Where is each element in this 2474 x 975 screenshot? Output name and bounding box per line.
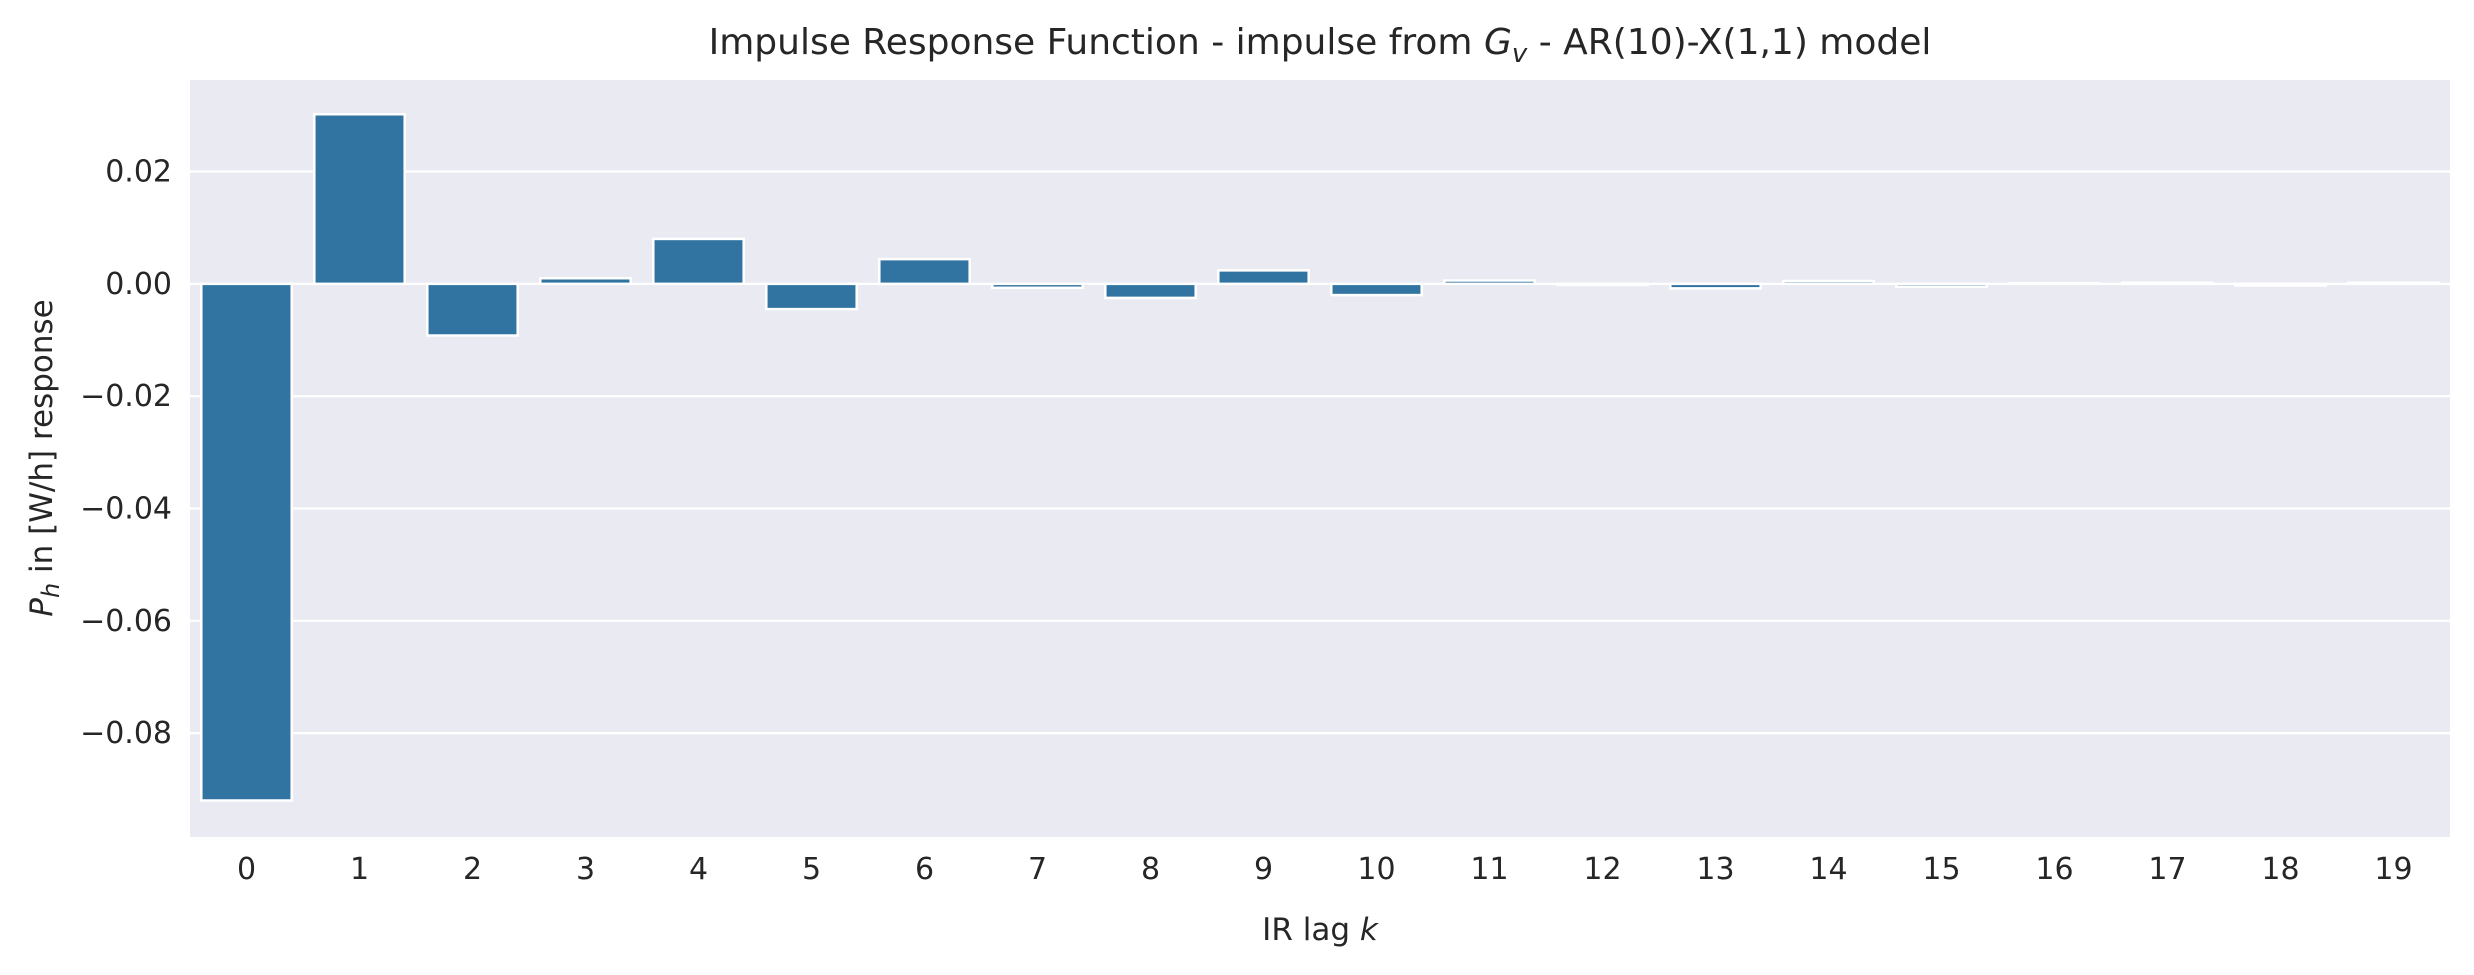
x-tick-label: 14 [1809,852,1847,887]
bar-lag-3 [539,276,632,286]
x-tick-label: 18 [2261,852,2299,887]
bars [200,113,2440,802]
x-tick-label: 6 [915,852,934,887]
y-axis-label-symbol-subscript: h [37,583,65,598]
y-axis-label-symbol: P [24,598,60,617]
title-prefix: Impulse Response Function - impulse from [709,22,1484,63]
y-tick-label: −0.04 [80,491,172,526]
bar-lag-8 [1104,282,1197,300]
x-tick-label: 13 [1696,852,1734,887]
x-axis-label-text: IR lag [1262,912,1360,948]
bar-lag-17 [2121,281,2214,286]
x-axis-label: IR lag k [1262,912,1379,948]
x-tick-label: 15 [1922,852,1960,887]
x-tick-label: 1 [350,852,369,887]
y-tick-label: 0.02 [105,155,172,190]
y-axis-label-text: in [W/h] response [24,299,60,583]
bar-lag-7 [991,282,1084,290]
x-tick-label: 7 [1028,852,1047,887]
y-tick-label: −0.06 [80,604,172,639]
bar-lag-13 [1669,282,1762,290]
x-tick-label: 11 [1470,852,1508,887]
x-tick-label: 5 [802,852,821,887]
title-suffix: - AR(10)-X(1,1) model [1527,22,1931,63]
bar-lag-12 [1556,282,1649,287]
chart-title: Impulse Response Function - impulse from… [709,22,1932,69]
bar-lag-19 [2347,281,2440,286]
bar-lag-15 [1895,282,1988,288]
bar-lag-18 [2234,282,2327,287]
plot-area [190,80,2450,837]
bar-lag-1 [313,113,406,286]
y-axis-label: Ph in [W/h] response [24,299,65,616]
x-tick-label: 12 [1583,852,1621,887]
x-tick-labels: 0 1 2 3 4 5 6 7 8 9 10 11 12 13 14 15 16 17 18 19 [237,852,2413,887]
x-tick-label: 8 [1141,852,1160,887]
x-tick-label: 9 [1254,852,1273,887]
bar-lag-6 [878,257,971,286]
bar-lag-4 [652,237,745,286]
x-tick-label: 19 [2374,852,2412,887]
x-tick-label: 17 [2148,852,2186,887]
x-tick-label: 3 [576,852,595,887]
bar-lag-5 [765,282,858,311]
x-tick-label: 0 [237,852,256,887]
bar-lag-14 [1782,279,1875,286]
x-tick-label: 4 [689,852,708,887]
x-tick-label: 10 [1357,852,1395,887]
y-tick-label: −0.02 [80,379,172,414]
bar-lag-2 [426,282,519,337]
bar-lag-0 [200,282,293,802]
x-tick-label: 16 [2035,852,2073,887]
y-tick-label: −0.08 [80,716,172,751]
bar-lag-10 [1330,282,1423,297]
bar-lag-16 [2008,282,2101,286]
title-symbol-subscript: v [1512,39,1528,69]
bar-lag-9 [1217,269,1310,286]
bar-lag-11 [1443,279,1536,286]
title-symbol: G [1484,22,1512,63]
y-tick-label: 0.00 [105,267,172,302]
x-axis-label-symbol: k [1360,912,1379,948]
y-tick-labels: 0.02 0.00 −0.02 −0.04 −0.06 −0.08 [80,155,172,752]
x-tick-label: 2 [463,852,482,887]
